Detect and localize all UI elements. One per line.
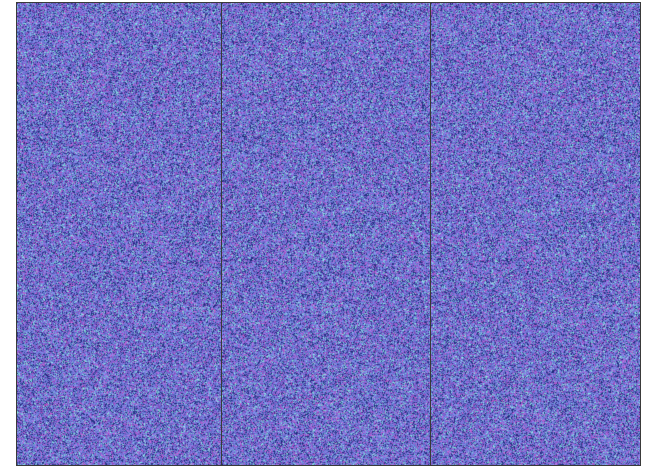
noise-texture-right bbox=[431, 3, 640, 465]
noise-texture-center bbox=[222, 3, 432, 465]
noise-panel-center bbox=[221, 2, 433, 466]
noise-panel-left bbox=[16, 2, 225, 466]
noise-panel-right bbox=[430, 2, 641, 466]
noise-texture-left bbox=[17, 3, 224, 465]
